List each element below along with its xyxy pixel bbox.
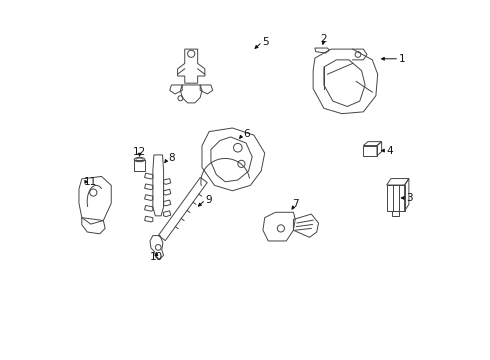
Bar: [387, 185, 405, 211]
Text: 3: 3: [406, 193, 413, 203]
Bar: [134, 159, 145, 171]
Bar: [364, 145, 377, 156]
Text: 11: 11: [84, 177, 97, 187]
Text: 9: 9: [205, 195, 212, 205]
Text: 5: 5: [262, 37, 269, 47]
Text: 4: 4: [387, 145, 393, 156]
Text: 6: 6: [243, 129, 250, 139]
Text: 1: 1: [399, 54, 406, 64]
Text: 10: 10: [150, 252, 163, 262]
Text: 12: 12: [133, 147, 146, 157]
Text: 2: 2: [320, 35, 327, 44]
Text: 7: 7: [292, 199, 298, 210]
Text: 8: 8: [168, 153, 174, 163]
